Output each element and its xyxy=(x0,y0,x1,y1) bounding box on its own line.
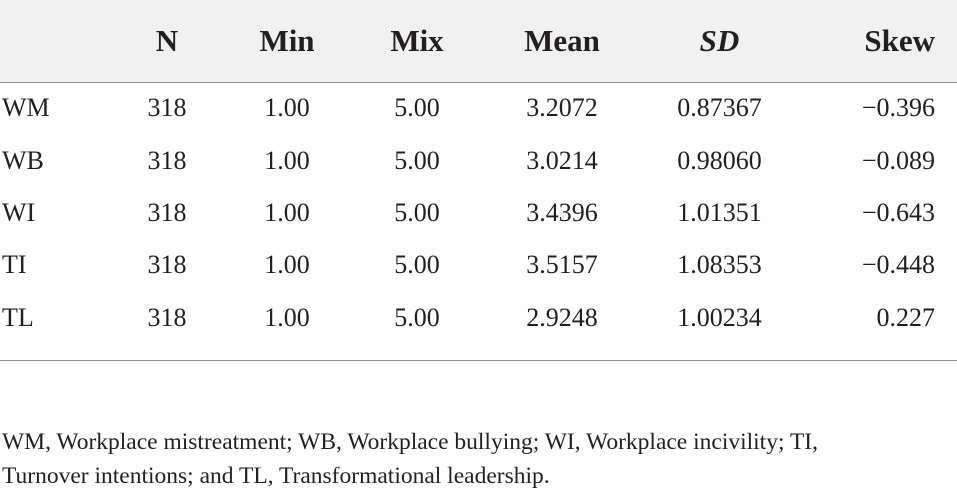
cell-n: 318 xyxy=(147,145,187,175)
cell-skew: −0.448 xyxy=(861,250,935,280)
cell-min: 1.00 xyxy=(264,145,310,175)
cell-mean: 3.2072 xyxy=(526,93,598,123)
cell-min: 1.00 xyxy=(264,250,310,280)
header-rule xyxy=(0,82,957,83)
cell-mean: 3.4396 xyxy=(526,197,598,227)
cell-skew: −0.089 xyxy=(861,145,935,175)
cell-n: 318 xyxy=(147,250,187,280)
table-row: TL 318 1.00 5.00 2.9248 1.00234 0.227 xyxy=(0,292,957,344)
cell-sd: 0.98060 xyxy=(677,145,762,175)
cell-min: 1.00 xyxy=(264,197,310,227)
footnote-line: Turnover intentions; and TL, Transformat… xyxy=(2,463,550,489)
column-header-sd: SD xyxy=(699,23,740,58)
cell-skew: −0.643 xyxy=(861,197,935,227)
column-header-min: Min xyxy=(259,23,315,58)
column-header-n: N xyxy=(155,23,179,58)
row-label: WI xyxy=(2,197,36,227)
table-row: WB 318 1.00 5.00 3.0214 0.98060 −0.089 xyxy=(0,134,957,186)
table-row: WM 318 1.00 5.00 3.2072 0.87367 −0.396 xyxy=(0,82,957,134)
table-header-background xyxy=(0,0,957,82)
cell-mix: 5.00 xyxy=(394,250,440,280)
cell-sd: 1.01351 xyxy=(677,197,762,227)
cell-mix: 5.00 xyxy=(394,197,440,227)
table-row: WI 318 1.00 5.00 3.4396 1.01351 −0.643 xyxy=(0,187,957,239)
cell-min: 1.00 xyxy=(264,93,310,123)
table-footnote: WM, Workplace mistreatment; WB, Workplac… xyxy=(2,425,952,493)
footnote-line: WM, Workplace mistreatment; WB, Workplac… xyxy=(2,429,818,455)
column-header-mix: Mix xyxy=(390,23,444,58)
row-label: TI xyxy=(2,250,27,280)
cell-skew: −0.396 xyxy=(861,93,935,123)
cell-sd: 1.08353 xyxy=(677,250,762,280)
cell-mean: 3.0214 xyxy=(526,145,598,175)
cell-sd: 1.00234 xyxy=(677,302,762,332)
column-header-mean: Mean xyxy=(524,23,600,58)
cell-n: 318 xyxy=(147,302,187,332)
row-label: WB xyxy=(2,145,44,175)
cell-sd: 0.87367 xyxy=(677,93,762,123)
cell-mean: 3.5157 xyxy=(526,250,598,280)
cell-n: 318 xyxy=(147,93,187,123)
cell-skew: 0.227 xyxy=(876,302,936,332)
table-header-row: N Min Mix Mean SD Skew xyxy=(0,0,957,82)
cell-mix: 5.00 xyxy=(394,302,440,332)
row-label: WM xyxy=(2,93,50,123)
cell-mix: 5.00 xyxy=(394,93,440,123)
column-header-skew: Skew xyxy=(864,23,935,58)
descriptive-statistics-table: N Min Mix Mean SD Skew WM 318 1.00 5.00 … xyxy=(0,0,957,344)
table-row: TI 318 1.00 5.00 3.5157 1.08353 −0.448 xyxy=(0,239,957,291)
cell-min: 1.00 xyxy=(264,302,310,332)
cell-mean: 2.9248 xyxy=(526,302,598,332)
column-header-variable xyxy=(0,0,107,82)
table-bottom-rule xyxy=(0,360,957,361)
cell-n: 318 xyxy=(147,197,187,227)
row-label: TL xyxy=(2,302,34,332)
cell-mix: 5.00 xyxy=(394,145,440,175)
